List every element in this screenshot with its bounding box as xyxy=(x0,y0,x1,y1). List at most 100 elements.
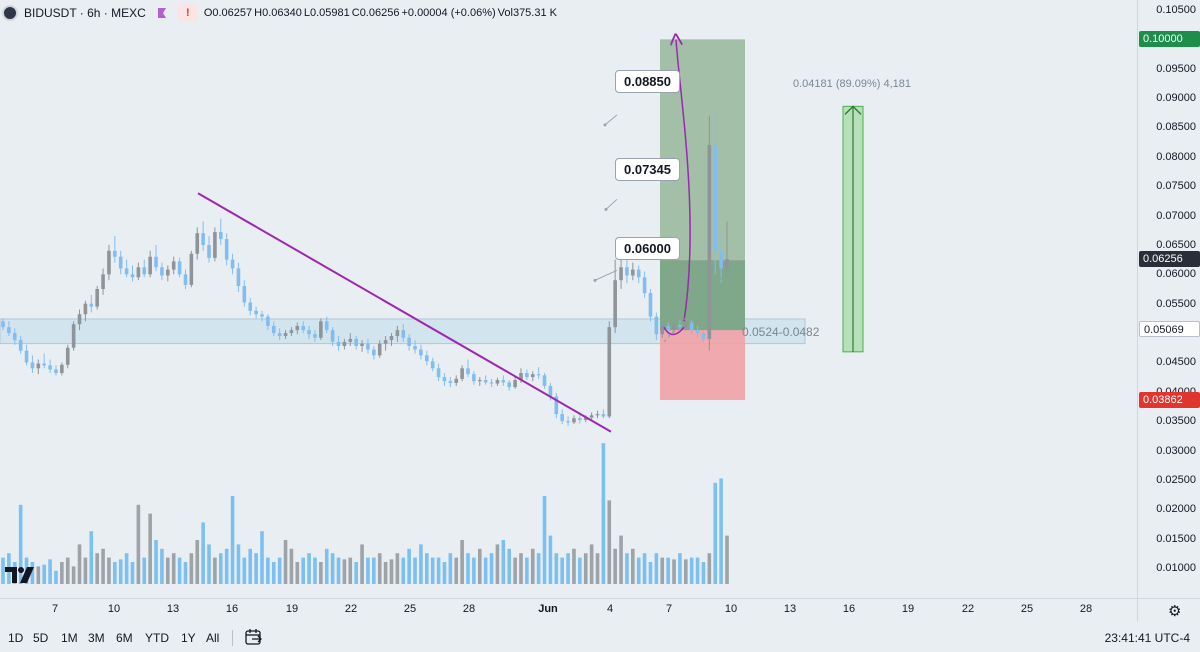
range-button-5d[interactable]: 5D xyxy=(33,631,49,645)
price-axis-label: 0.02500 xyxy=(1156,473,1196,486)
time-axis-label: 10 xyxy=(724,603,738,615)
candle-body xyxy=(301,326,305,331)
volume-bar xyxy=(578,557,582,584)
price-axis-label: 0.05500 xyxy=(1156,297,1196,310)
price-axis-label: 0.09500 xyxy=(1156,62,1196,75)
flag-icon[interactable] xyxy=(152,4,172,22)
candle-body xyxy=(89,303,94,307)
volume-value: Vol375.31 K xyxy=(497,7,557,19)
volume-bar xyxy=(636,557,641,584)
candle-body xyxy=(442,377,447,382)
price-axis-label: 0.03500 xyxy=(1156,415,1196,428)
time-axis-label: 4 xyxy=(606,603,614,615)
candle-body xyxy=(142,267,147,275)
candle-body xyxy=(360,343,364,346)
callout-anchor xyxy=(604,207,608,211)
level-callout-1[interactable]: 0.08850 xyxy=(615,70,680,93)
volume-bar xyxy=(230,496,235,584)
volume-bar xyxy=(336,557,341,584)
volume-bar xyxy=(189,553,194,584)
volume-bar xyxy=(595,553,600,584)
candle-body xyxy=(330,330,335,342)
price-axis-label: 0.01000 xyxy=(1156,562,1196,574)
price-axis[interactable]: 0.10500 0.09500 0.09000 0.08500 0.08000 0.075… xyxy=(1137,0,1200,598)
current-price-badge: 0.06256 xyxy=(1139,251,1200,268)
volume-bar xyxy=(631,548,635,584)
candle-body xyxy=(542,375,547,386)
zone-label: 0.0524-0.0482 xyxy=(742,325,820,339)
symbol-title[interactable]: BIDUSDT · 6h · MEXC xyxy=(24,6,146,20)
volume-bar xyxy=(218,553,223,584)
chart-pane[interactable]: BIDUSDT · 6h · MEXC ! O0.06257 H0.06340 … xyxy=(0,0,1137,598)
candle-body xyxy=(507,382,512,388)
candle-body xyxy=(130,274,135,278)
volume-bar xyxy=(430,557,435,584)
price-axis-label: 0.10500 xyxy=(1156,4,1196,16)
time-axis-label: 16 xyxy=(225,603,239,615)
volume-bar xyxy=(271,562,276,584)
candle-body xyxy=(24,350,29,363)
candle-body xyxy=(607,327,612,417)
cursor-price-badge: 0.05069 xyxy=(1139,320,1200,337)
price-chart[interactable] xyxy=(0,0,1137,598)
candle-body xyxy=(36,363,41,369)
candle-body xyxy=(495,380,500,384)
volume-bar xyxy=(395,553,400,584)
volume-bar xyxy=(483,557,488,584)
settings-gear-icon[interactable]: ⚙ xyxy=(1168,603,1182,620)
alert-icon[interactable]: ! xyxy=(177,4,198,22)
projection-dip xyxy=(663,326,685,336)
price-axis-label: 0.03000 xyxy=(1156,444,1196,457)
stop-price-badge: 0.03862 xyxy=(1139,391,1200,408)
price-axis-label: 0.01500 xyxy=(1156,532,1196,545)
volume-bar xyxy=(201,522,205,584)
calendar-range-icon[interactable] xyxy=(245,629,263,650)
price-axis-label: 0.08000 xyxy=(1156,150,1196,163)
volume-bar xyxy=(554,553,559,584)
range-button-3m[interactable]: 3M xyxy=(88,631,105,645)
range-button-1m[interactable]: 1M xyxy=(61,631,78,645)
candle-body xyxy=(383,340,388,344)
candle-body xyxy=(30,362,35,369)
range-button-6m[interactable]: 6M xyxy=(116,631,133,645)
volume-bar xyxy=(83,557,88,584)
level-callout-3[interactable]: 0.06000 xyxy=(615,237,680,260)
candle-body xyxy=(189,253,194,285)
candle-body xyxy=(666,326,670,331)
volume-bar xyxy=(160,548,164,584)
candle-body xyxy=(213,232,217,258)
candle-body xyxy=(348,338,353,342)
volume-bar xyxy=(366,557,370,584)
candle-body xyxy=(654,316,659,335)
level-callout-2[interactable]: 0.07345 xyxy=(615,158,680,181)
candle-body xyxy=(260,314,264,317)
candle-body xyxy=(595,414,600,416)
volume-bar xyxy=(507,548,512,584)
time-axis[interactable]: 7 10 13 16 19 22 25 28 Jun 4 7 10 13 16 19 22 25 28 xyxy=(0,598,1137,622)
range-button-1y[interactable]: 1Y xyxy=(181,631,196,645)
tradingview-logo[interactable] xyxy=(5,567,35,588)
candle-body xyxy=(12,333,17,341)
callout-anchor xyxy=(593,278,597,282)
clock-readout[interactable]: 23:41:41 UTC-4 xyxy=(1104,631,1190,645)
range-button-all[interactable]: All xyxy=(206,631,220,645)
range-button-1d[interactable]: 1D xyxy=(8,631,24,645)
candle-body xyxy=(183,274,188,285)
volume-bar xyxy=(319,562,323,584)
volume-bar xyxy=(71,566,76,584)
volume-bar xyxy=(495,544,500,584)
price-axis-label: 0.02000 xyxy=(1156,503,1196,516)
range-button-ytd[interactable]: YTD xyxy=(145,631,169,645)
candle-body xyxy=(707,145,712,339)
volume-bar xyxy=(42,564,47,584)
candle-body xyxy=(195,233,200,254)
candle-body xyxy=(407,337,411,346)
price-axis-label: 0.04500 xyxy=(1156,356,1196,369)
volume-bar xyxy=(407,548,411,584)
candle-body xyxy=(419,349,423,356)
candle-body xyxy=(454,378,459,383)
volume-bar xyxy=(583,553,588,584)
candle-body xyxy=(283,333,288,336)
symbol-logo-icon[interactable] xyxy=(2,5,18,21)
volume-bar xyxy=(1,557,5,584)
